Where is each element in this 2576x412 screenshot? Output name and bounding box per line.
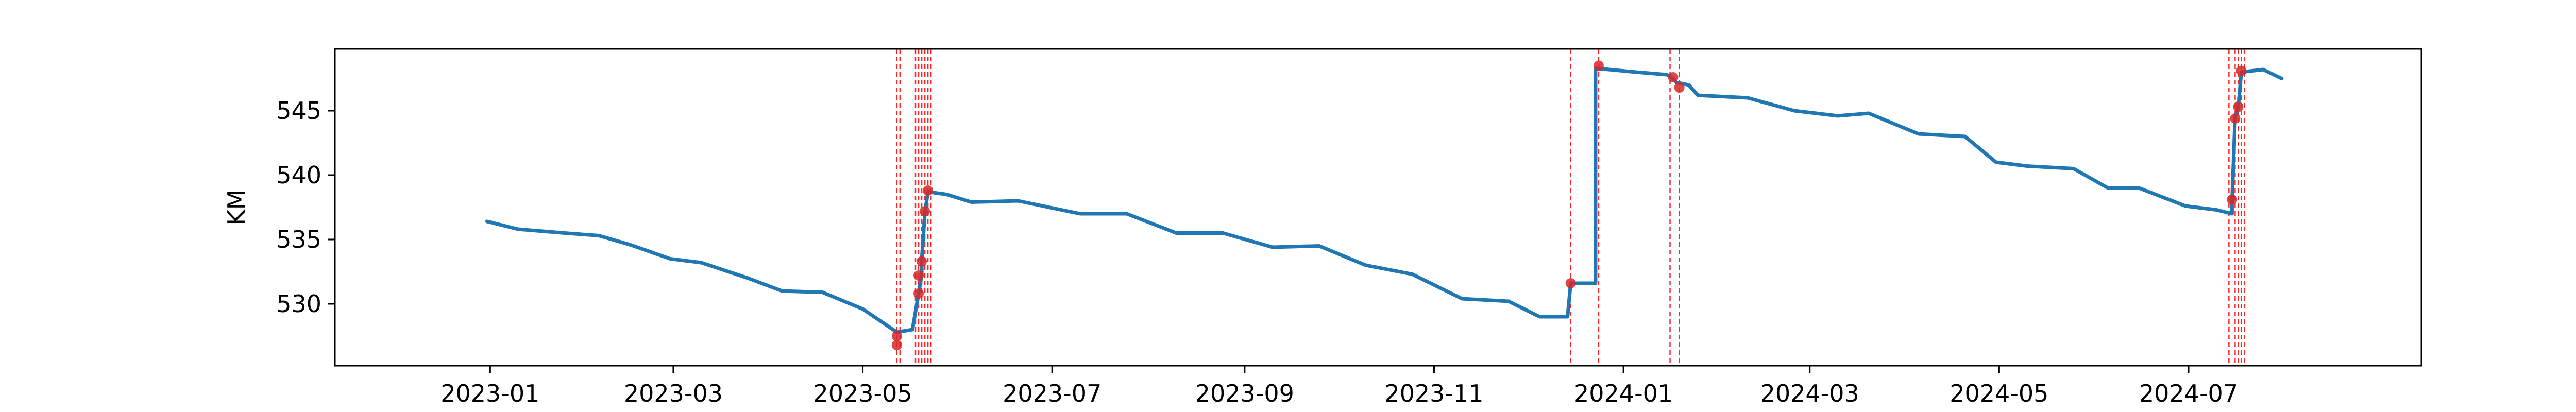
event-marker bbox=[1668, 72, 1679, 82]
event-marker bbox=[913, 288, 924, 299]
x-tick-label: 2023-11 bbox=[1384, 380, 1483, 407]
x-tick-label: 2024-07 bbox=[2139, 380, 2238, 407]
event-marker bbox=[2227, 194, 2238, 205]
y-axis-label: KM bbox=[223, 190, 250, 226]
event-marker bbox=[2230, 113, 2241, 124]
event-marker bbox=[917, 256, 927, 267]
x-axis: 2023-01 2023-03 2023-05 2023-07 2023-09 2023-… bbox=[440, 366, 2238, 407]
x-tick-label: 2023-09 bbox=[1195, 380, 1294, 407]
x-tick-label: 2023-01 bbox=[440, 380, 539, 407]
y-tick-label: 540 bbox=[276, 161, 321, 189]
event-marker bbox=[891, 340, 902, 350]
event-marker bbox=[920, 206, 930, 216]
event-marker bbox=[2236, 65, 2247, 76]
event-marker bbox=[923, 185, 934, 196]
y-tick-label: 535 bbox=[276, 226, 321, 253]
y-tick-label: 545 bbox=[276, 97, 321, 125]
y-tick-label: 530 bbox=[276, 290, 321, 318]
x-tick-label: 2023-03 bbox=[624, 380, 723, 407]
y-axis: 530 535 540 545 bbox=[276, 97, 335, 318]
event-marker bbox=[1593, 60, 1604, 71]
x-tick-label: 2023-07 bbox=[1003, 380, 1101, 407]
x-tick-label: 2024-01 bbox=[1574, 380, 1673, 407]
x-tick-label: 2024-03 bbox=[1760, 380, 1859, 407]
event-marker bbox=[2233, 101, 2244, 112]
series-line bbox=[485, 66, 2284, 334]
plot-area bbox=[334, 48, 2422, 367]
plot-content bbox=[485, 49, 2284, 366]
plot-frame bbox=[334, 48, 2422, 367]
x-tick-label: 2024-05 bbox=[1950, 380, 2048, 407]
x-tick-label: 2023-05 bbox=[813, 380, 912, 407]
event-marker bbox=[1674, 82, 1685, 93]
event-marker bbox=[1565, 278, 1576, 288]
event-marker bbox=[913, 270, 924, 281]
event-marker bbox=[891, 331, 902, 341]
